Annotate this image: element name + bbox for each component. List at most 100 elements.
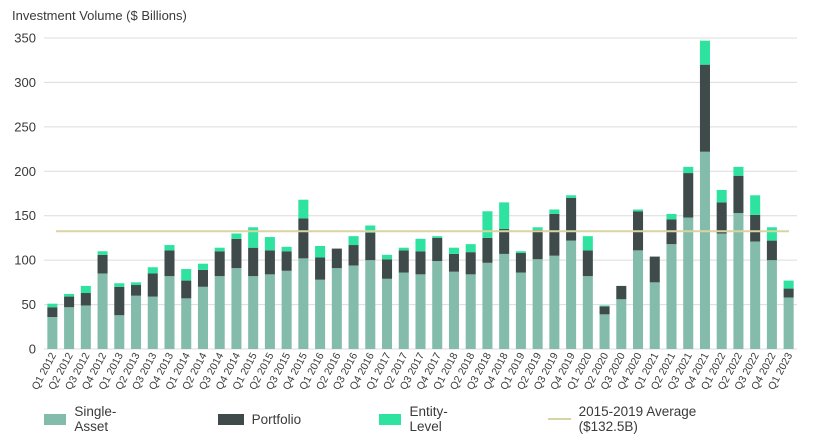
bar-single-asset (64, 307, 75, 349)
bar-portfolio (197, 269, 208, 287)
y-tick-label: 100 (14, 253, 36, 268)
legend-item-entity-level: Entity-Level (379, 404, 470, 434)
bar-portfolio (80, 293, 91, 306)
y-tick-label: 250 (14, 119, 36, 134)
investment-volume-chart: Investment Volume ($ Billions) 0 50 100 150… (12, 8, 797, 392)
bar-single-asset (114, 315, 125, 349)
bar-single-asset (683, 217, 694, 349)
bar-portfolio (750, 214, 761, 242)
bar-portfolio (683, 173, 694, 218)
bar-single-asset (499, 253, 510, 349)
bar-single-asset (398, 272, 409, 349)
bar-portfolio (131, 285, 142, 296)
bar-single-asset (97, 273, 108, 349)
bar-single-asset (315, 279, 326, 349)
bar-entity-level (432, 236, 443, 238)
bar-single-asset (131, 295, 142, 349)
bar-entity-level (80, 285, 91, 294)
bar-entity-level (131, 282, 142, 286)
bar-entity-level (515, 251, 526, 254)
bar-single-asset (281, 270, 292, 349)
legend-item-average: 2015-2019 Average ($132.5B) (548, 404, 735, 434)
bar-single-asset (248, 276, 259, 349)
bar-portfolio (499, 229, 510, 254)
bar-portfolio (331, 248, 342, 269)
bar-portfolio (398, 250, 409, 273)
legend-item-portfolio: Portfolio (217, 412, 301, 427)
bar-single-asset (80, 305, 91, 349)
bars (47, 40, 794, 349)
bar-single-asset (766, 260, 777, 349)
bar-portfolio (281, 251, 292, 271)
bar-entity-level (197, 263, 208, 270)
bar-entity-level (683, 166, 694, 174)
bar-single-asset (47, 317, 58, 349)
legend-item-single-asset: Single-Asset (44, 404, 140, 434)
bar-entity-level (716, 189, 727, 203)
bar-portfolio (432, 237, 443, 262)
bar-single-asset (549, 255, 560, 349)
bar-entity-level (348, 236, 359, 246)
bar-entity-level (532, 227, 543, 230)
y-tick-label: 150 (14, 208, 36, 223)
bar-single-asset (448, 271, 459, 349)
bar-portfolio (616, 285, 627, 300)
bar-portfolio (147, 273, 158, 297)
y-tick-label: 300 (14, 75, 36, 90)
legend-label-average: 2015-2019 Average ($132.5B) (578, 404, 697, 434)
legend-swatch-portfolio (217, 413, 244, 425)
y-tick-label: 350 (14, 31, 36, 46)
bar-entity-level (666, 213, 677, 220)
bar-portfolio (348, 245, 359, 266)
bar-single-asset (382, 278, 393, 349)
bar-portfolio (264, 250, 275, 275)
bar-portfolio (549, 213, 560, 256)
bar-single-asset (164, 276, 175, 349)
bar-single-asset (231, 268, 242, 349)
bar-entity-level (733, 166, 744, 176)
bar-portfolio (64, 296, 75, 308)
bar-entity-level (482, 211, 493, 238)
bar-entity-level (582, 236, 593, 251)
bar-single-asset (465, 274, 476, 349)
bar-single-asset (666, 244, 677, 349)
bar-entity-level (64, 293, 75, 297)
bar-portfolio (315, 257, 326, 280)
bar-portfolio (181, 280, 192, 299)
bar-single-asset (716, 233, 727, 349)
bar-single-asset (264, 274, 275, 349)
bar-portfolio (114, 286, 125, 316)
bar-portfolio (248, 247, 259, 277)
bar-single-asset (348, 265, 359, 349)
bar-single-asset (699, 151, 710, 349)
y-tick-label: 50 (22, 297, 36, 312)
bar-portfolio (649, 256, 660, 283)
bar-portfolio (766, 240, 777, 261)
legend-swatch-single-asset (44, 413, 67, 425)
bar-portfolio (97, 254, 108, 274)
bar-portfolio (515, 253, 526, 273)
bar-portfolio (164, 250, 175, 277)
bar-portfolio (382, 259, 393, 279)
bar-single-asset (733, 213, 744, 349)
bar-entity-level (750, 195, 761, 215)
bar-entity-level (499, 202, 510, 230)
bar-single-asset (582, 276, 593, 349)
bar-entity-level (47, 303, 58, 308)
y-tick-label: 200 (14, 164, 36, 179)
legend-label-single-asset: Single-Asset (74, 404, 117, 434)
bar-entity-level (214, 247, 225, 252)
bar-single-asset (532, 259, 543, 349)
bar-entity-level (181, 269, 192, 281)
bar-portfolio (214, 251, 225, 277)
bar-entity-level (448, 247, 459, 254)
bar-single-asset (616, 299, 627, 349)
bar-single-asset (432, 261, 443, 349)
bar-entity-level (566, 195, 577, 198)
bar-portfolio (566, 197, 577, 241)
bar-single-asset (214, 276, 225, 349)
bar-portfolio (783, 288, 794, 298)
bar-entity-level (281, 246, 292, 252)
y-axis-ticks: 0 50 100 150 200 250 300 350 (14, 31, 36, 357)
